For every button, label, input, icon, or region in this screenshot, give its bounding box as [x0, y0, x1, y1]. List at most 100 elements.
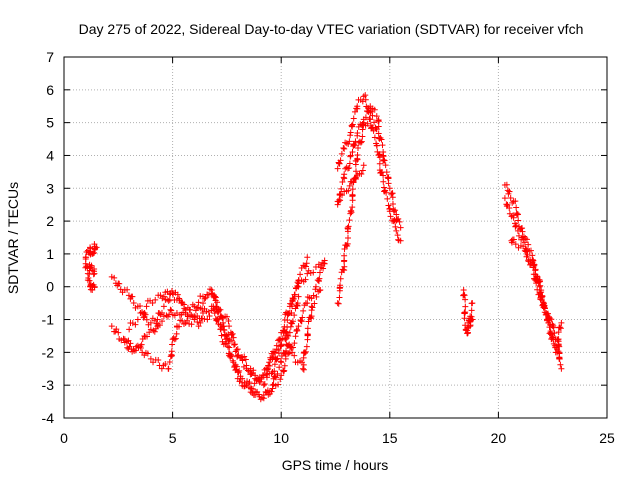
data-point: [345, 223, 352, 230]
data-point: [267, 356, 274, 363]
data-point: [302, 276, 309, 283]
data-point: [253, 376, 260, 383]
data-point: [85, 275, 92, 282]
data-point: [166, 291, 173, 298]
data-point: [363, 103, 370, 110]
data-point: [141, 309, 148, 316]
data-point: [227, 353, 234, 360]
chart-title: Day 275 of 2022, Sidereal Day-to-day VTE…: [79, 21, 584, 37]
data-point: [197, 319, 204, 326]
data-point: [188, 321, 195, 328]
data-point: [285, 310, 292, 317]
data-point: [309, 304, 316, 311]
data-point: [304, 254, 311, 261]
y-tick-label: 7: [46, 49, 54, 65]
data-point: [200, 309, 207, 316]
data-point: [83, 263, 90, 270]
data-point: [242, 356, 249, 363]
data-point: [551, 342, 558, 349]
data-point: [168, 307, 175, 314]
x-tick-label: 5: [169, 430, 177, 446]
data-point: [249, 369, 256, 376]
data-point: [220, 323, 227, 330]
y-axis: -4 -3 -2 -1 0 1 2 3 4 5 6 7: [42, 49, 607, 426]
data-point: [292, 333, 299, 340]
data-point: [525, 241, 532, 248]
data-point: [274, 355, 281, 362]
data-point: [316, 275, 323, 282]
data-point: [531, 261, 538, 268]
data-point: [341, 171, 348, 178]
data-point: [177, 317, 184, 324]
data-point: [354, 151, 361, 158]
data-point: [115, 329, 122, 336]
data-point: [91, 270, 98, 277]
data-point: [378, 136, 385, 143]
data-point: [143, 303, 150, 310]
data-point: [513, 222, 520, 229]
data-point: [201, 315, 208, 322]
data-point: [337, 197, 344, 204]
data-point: [291, 312, 298, 319]
data-point: [310, 292, 317, 299]
data-point: [278, 352, 285, 359]
data-point: [151, 328, 158, 335]
data-point: [538, 296, 545, 303]
data-point: [347, 152, 354, 159]
data-point: [291, 291, 298, 298]
data-point: [338, 150, 345, 157]
data-point: [300, 307, 307, 314]
data-point: [507, 195, 514, 202]
x-axis-label: GPS time / hours: [282, 457, 389, 473]
data-point: [512, 198, 519, 205]
data-point: [383, 189, 390, 196]
data-point: [144, 350, 151, 357]
data-point: [395, 215, 402, 222]
data-point: [228, 352, 235, 359]
data-point: [336, 294, 343, 301]
data-point: [557, 325, 564, 332]
data-point: [299, 365, 306, 372]
data-point: [147, 319, 154, 326]
data-point: [389, 194, 396, 201]
data-point: [359, 133, 366, 140]
data-point: [266, 390, 273, 397]
data-point: [261, 380, 268, 387]
data-point: [352, 138, 359, 145]
data-point: [285, 350, 292, 357]
data-point: [229, 357, 236, 364]
y-tick-label: 3: [46, 180, 54, 196]
data-point: [316, 269, 323, 276]
data-point: [362, 114, 369, 121]
data-point: [344, 240, 351, 247]
data-point: [166, 311, 173, 318]
data-point: [160, 293, 167, 300]
data-point: [349, 121, 356, 128]
data-point: [467, 317, 474, 324]
data-point: [305, 318, 312, 325]
data-point: [286, 329, 293, 336]
data-point: [389, 200, 396, 207]
data-point: [225, 317, 232, 324]
data-point: [165, 297, 172, 304]
data-point: [320, 260, 327, 267]
data-point: [555, 341, 562, 348]
data-point: [371, 119, 378, 126]
data-point: [204, 316, 211, 323]
data-point: [167, 306, 174, 313]
data-point: [380, 156, 387, 163]
data-point: [543, 309, 550, 316]
data-point: [367, 116, 374, 123]
data-point: [193, 304, 200, 311]
data-point: [521, 247, 528, 254]
data-points: [82, 92, 565, 403]
data-point: [469, 300, 476, 307]
data-point: [281, 317, 288, 324]
data-point: [555, 336, 562, 343]
data-point: [468, 307, 475, 314]
data-point: [313, 293, 320, 300]
data-point: [340, 144, 347, 151]
data-point: [221, 327, 228, 334]
data-point: [512, 223, 519, 230]
data-point: [462, 303, 469, 310]
